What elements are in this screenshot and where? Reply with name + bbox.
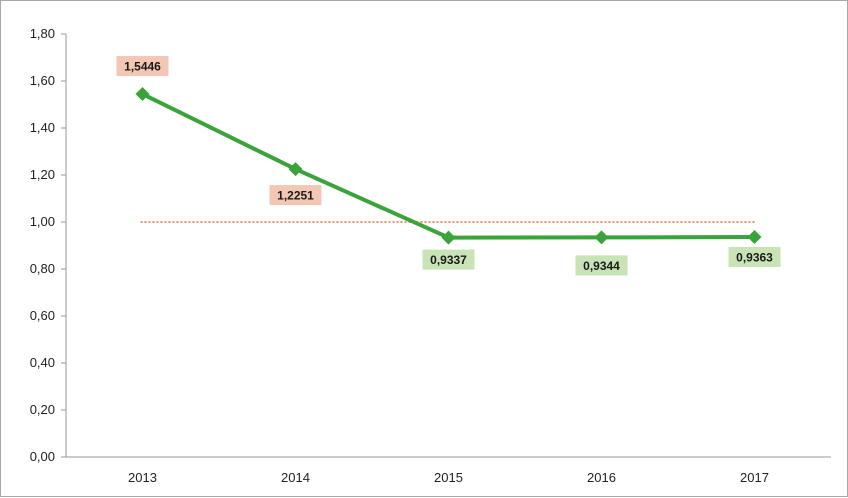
data-label: 0,9363	[736, 250, 773, 264]
y-tick-label: 0,20	[30, 402, 55, 417]
series-group	[135, 87, 762, 245]
data-label-background	[575, 255, 628, 276]
x-axis: 2013 2014 2015 2016 2017	[66, 456, 831, 485]
y-axis: 0,00 0,20 0,40 0,60 0,80 1,00 1,20 1,40 1,60 1,80	[30, 26, 67, 464]
data-label-background	[116, 56, 169, 77]
data-label-background	[269, 185, 322, 206]
data-point-marker	[747, 229, 762, 244]
data-point-marker	[441, 230, 456, 245]
data-label: 1,5446	[124, 60, 161, 74]
x-tick-label: 2013	[128, 470, 157, 485]
x-tick-label: 2014	[281, 470, 310, 485]
data-label: 0,9344	[583, 259, 620, 273]
y-tick-label: 1,00	[30, 214, 55, 229]
data-label: 0,9337	[430, 253, 467, 267]
data-point-marker	[135, 87, 150, 102]
y-tick-label: 1,60	[30, 73, 55, 88]
data-label: 1,2251	[277, 189, 314, 203]
series-line	[141, 92, 755, 240]
y-tick-label: 1,40	[30, 120, 55, 135]
x-tick-label: 2015	[434, 470, 463, 485]
x-tick-label: 2016	[587, 470, 616, 485]
y-tick-label: 0,00	[30, 449, 55, 464]
data-label-background	[728, 246, 781, 267]
y-tick-label: 0,60	[30, 308, 55, 323]
y-tick-label: 0,40	[30, 355, 55, 370]
data-labels-group: 1,5446 1,2251 0,9337 0,9344 0,9363	[116, 56, 781, 276]
y-tick-label: 1,80	[30, 26, 55, 41]
y-tick-label: 0,80	[30, 261, 55, 276]
x-tick-label: 2017	[740, 470, 769, 485]
y-tick-label: 1,20	[30, 167, 55, 182]
data-point-marker	[594, 230, 609, 245]
data-point-marker	[288, 162, 303, 177]
data-label-background	[422, 249, 475, 270]
